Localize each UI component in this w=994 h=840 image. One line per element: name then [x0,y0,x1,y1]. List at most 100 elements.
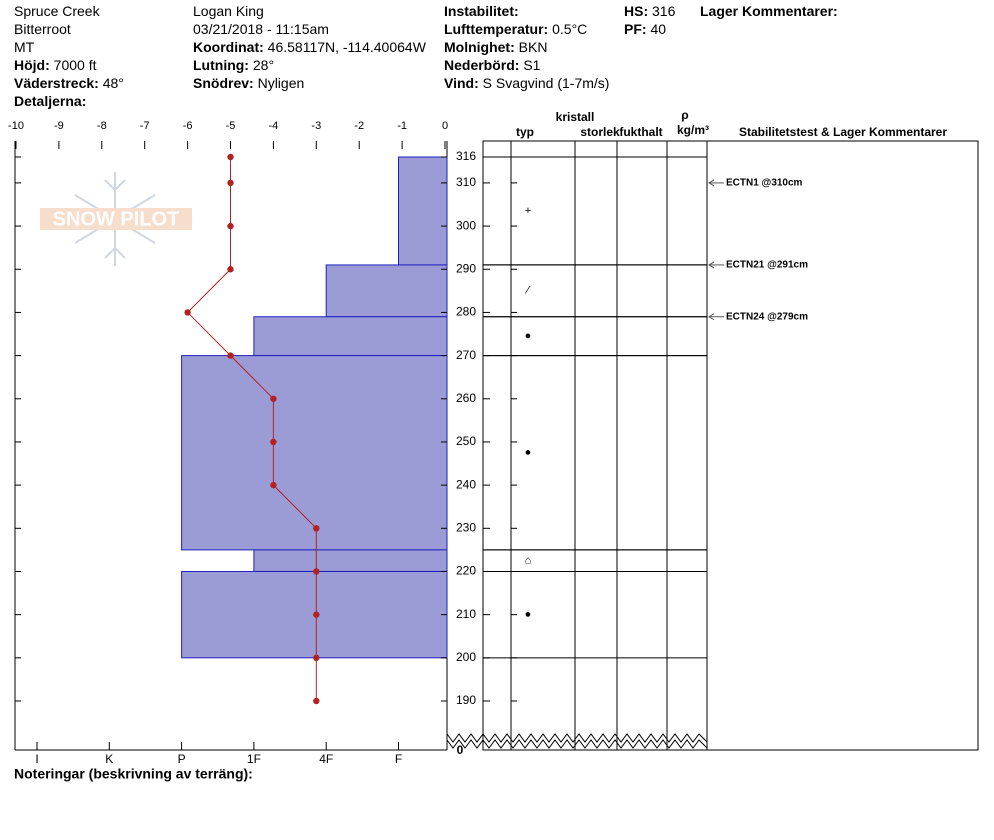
temperature-point [313,697,320,705]
column-headers: typ kristall storlek fukthalt ρ kg/m³ St… [516,108,947,139]
temperature-line [186,157,317,701]
depth-tick-label: 190 [456,693,476,707]
test-arrowhead [708,179,715,187]
field-value: Nyligen [258,75,305,91]
temperature-point [313,568,320,575]
logo-band [40,208,192,230]
header-field: Spruce Creek [14,3,101,19]
header-field: Logan King [193,3,264,19]
temp-tick-label: -8 [97,120,107,132]
hardness-bar [398,156,448,266]
temp-tick-label: 0 [442,120,448,132]
depth-tick-label: 210 [456,607,476,621]
test-label: ECTN1 @310cm [726,178,803,189]
header-field: Väderstreck: 48° [14,75,124,91]
field-label: HS: [624,3,648,19]
header-field: Lufttemperatur: 0.5°C [444,21,587,37]
header-field: Molnighet: BKN [444,39,547,55]
field-value: MT [14,39,35,55]
field-label: Lager Kommentarer: [700,3,838,19]
field-value: S Svagvind (1-7m/s) [483,75,610,91]
hardness-bar [253,316,448,357]
col-density: ρ [681,108,688,122]
hardness-bar [253,549,448,572]
test-arrowhead [708,313,715,321]
hardness-label: K [105,752,113,766]
test-label: ECTN21 @291cm [726,260,808,271]
notes-label: Noteringar (beskrivning av terräng): [14,766,253,782]
grain-symbol: ● [525,447,532,459]
field-value: 03/21/2018 - 11:15am [193,21,329,37]
field-value: S1 [523,57,540,73]
hardness-label: P [178,752,186,766]
header-field: Höjd: 7000 ft [14,57,97,73]
temp-tick-label: -10 [8,120,24,132]
depth-tick-label: 260 [456,391,476,405]
temp-tick-label: -4 [269,120,279,132]
temperature-point [313,611,320,618]
temperature-point [227,352,234,359]
temperature-point [227,222,234,230]
col-comments: Stabilitetstest & Lager Kommentarer [739,125,947,139]
temp-tick-label: -2 [354,120,364,132]
depth-tick-label: 240 [456,477,476,491]
temperature-point [313,525,320,532]
grain-symbol: ● [525,330,532,342]
depth-break-label: 0 [457,743,464,757]
hardness-label: 4F [319,752,333,766]
depth-tick-label: 280 [456,305,476,319]
grain-symbol: ⌂ [525,555,532,567]
header-field: Lutning: 28° [193,57,274,73]
field-label: Snödrev: [193,75,254,91]
header-field: PF: 40 [624,21,666,37]
header-field: Bitterroot [14,21,71,37]
field-value: 48° [103,75,124,91]
field-value: Spruce Creek [14,3,101,19]
temp-tick-label: -6 [183,120,193,132]
depth-tick-label: 290 [456,261,476,275]
depth-tick-label: 300 [456,218,476,232]
depth-tick-label: 270 [456,348,476,362]
header-field: Lager Kommentarer: [700,3,838,19]
axes [14,140,979,751]
temperature-point [227,266,234,273]
depth-tick-label: 200 [456,650,476,664]
field-value: BKN [519,39,548,55]
hardness-bar [325,264,448,318]
temp-tick-label: -5 [226,120,236,132]
temperature-point [270,395,277,402]
field-label: Detaljerna: [14,93,86,109]
hardness-label: 1F [247,752,261,766]
field-label: Koordinat: [193,39,264,55]
header-field: Nederbörd: S1 [444,57,541,73]
field-label: Instabilitet: [444,3,519,19]
field-label: Vind: [444,75,479,91]
field-label: Lutning: [193,57,249,73]
grain-symbol: + [525,205,531,217]
depth-tick-label: 250 [456,434,476,448]
field-label: Molnighet: [444,39,515,55]
header-field: Snödrev: Nyligen [193,75,304,91]
field-value: 28° [253,57,274,73]
col-type: typ [516,125,534,139]
col-size: storlek [580,125,620,139]
field-label: Höjd: [14,57,50,73]
col-moisture: fukthalt [619,125,662,139]
field-value: 40 [650,21,666,37]
field-label: PF: [624,21,647,37]
snowflake [74,172,156,266]
header-field: Instabilitet: [444,3,519,19]
field-value: 316 [652,3,676,19]
col-density-unit: kg/m³ [677,123,709,137]
header-field: 03/21/2018 - 11:15am [193,21,329,37]
hardness-label: I [35,752,38,766]
grain-symbol: ⁄ [524,285,531,297]
col-crystal: kristall [556,110,595,124]
field-value: 46.58117N, -114.40064W [268,39,427,55]
depth-tick-label: 310 [456,175,476,189]
field-label: Lufttemperatur: [444,21,548,37]
temp-tick-label: -1 [397,120,407,132]
temperature-point [184,309,191,316]
header-field: MT [14,39,35,55]
